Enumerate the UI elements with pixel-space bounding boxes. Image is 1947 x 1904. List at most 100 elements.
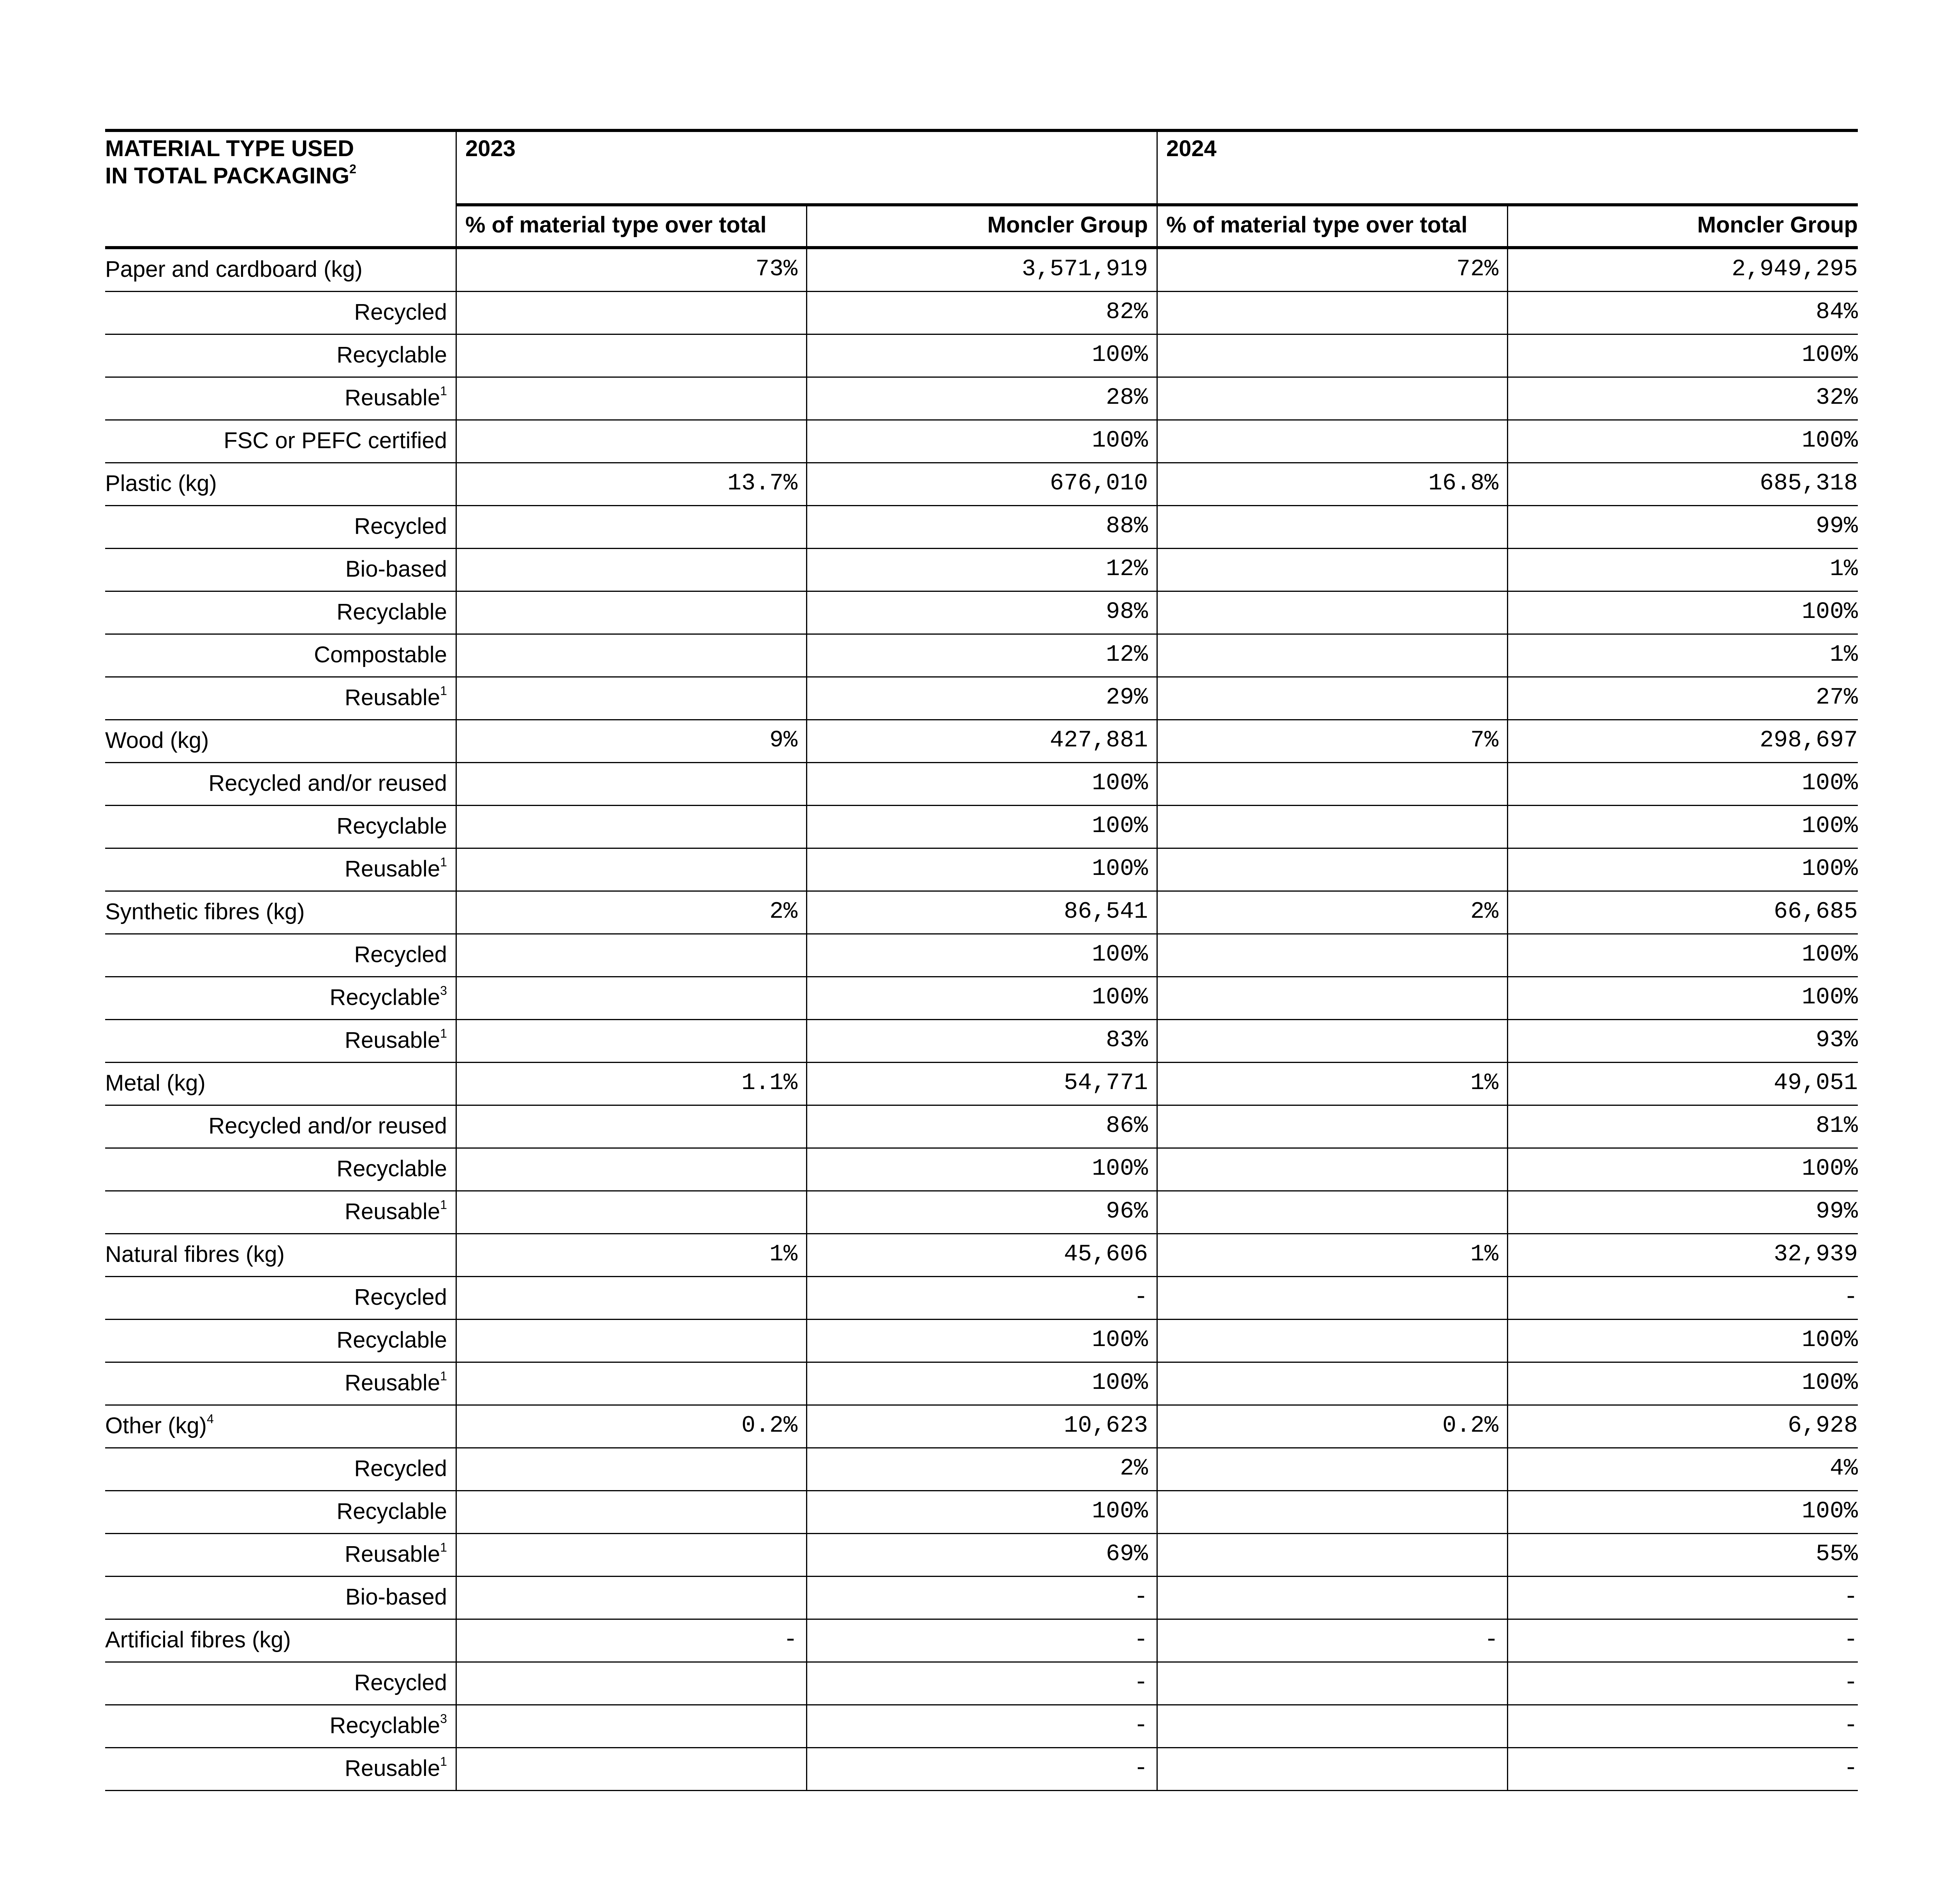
cell-group-2023: 28% (806, 378, 1157, 419)
cell-pct-2024: 72% (1157, 249, 1507, 291)
table-row-metric: Recycled and/or reused 86% 81% (105, 1106, 1858, 1149)
cell-pct-2024 (1157, 1577, 1507, 1619)
cell-group-2023: - (806, 1620, 1157, 1661)
row-label: Recyclable (105, 592, 456, 633)
table-row-metric: Reusable1 - - (105, 1748, 1858, 1791)
row-label-text: Recycled (354, 1285, 447, 1310)
row-label-text: Natural fibres (kg) (105, 1242, 285, 1267)
cell-group-2024: 32,939 (1507, 1234, 1858, 1276)
table-row-material: Paper and cardboard (kg) 73% 3,571,919 72% 2… (105, 249, 1858, 292)
row-label-text: Reusable (345, 1028, 440, 1053)
cell-pct-2024 (1157, 378, 1507, 419)
cell-pct-2023: 0.2% (456, 1406, 806, 1447)
table-row-metric: Reusable1 28% 32% (105, 378, 1858, 421)
row-label-text: Reusable (345, 856, 440, 882)
footnote-marker: 1 (440, 1197, 447, 1212)
table-row-metric: Bio-based 12% 1% (105, 549, 1858, 592)
row-label-text: Plastic (kg) (105, 471, 217, 496)
cell-pct-2024 (1157, 1320, 1507, 1362)
table-row-metric: Reusable1 96% 99% (105, 1191, 1858, 1234)
cell-group-2023: 88% (806, 506, 1157, 548)
row-label-text: Synthetic fibres (kg) (105, 899, 305, 924)
table-row-metric: Recyclable 100% 100% (105, 1491, 1858, 1534)
row-label: Bio-based (105, 549, 456, 591)
cell-pct-2023 (456, 1277, 806, 1319)
cell-pct-2024 (1157, 292, 1507, 334)
table-row-metric: Recyclable 100% 100% (105, 335, 1858, 378)
row-label: Paper and cardboard (kg) (105, 249, 456, 291)
cell-pct-2023 (456, 1020, 806, 1062)
table-row-material: Plastic (kg) 13.7% 676,010 16.8% 685,318 (105, 463, 1858, 506)
cell-pct-2024 (1157, 1191, 1507, 1233)
cell-pct-2023: 73% (456, 249, 806, 291)
row-label-text: Paper and cardboard (kg) (105, 257, 363, 282)
row-label-text: Recyclable (329, 1713, 440, 1738)
cell-pct-2023 (456, 1191, 806, 1233)
row-label-text: Recycled (354, 942, 447, 967)
row-label-text: Recyclable (336, 813, 447, 839)
cell-pct-2023: 1.1% (456, 1063, 806, 1105)
row-label: Recycled (105, 1448, 456, 1490)
row-label-text: Bio-based (345, 556, 447, 582)
table-row-metric: Recyclable3 100% 100% (105, 977, 1858, 1020)
table-row-metric: Recyclable 100% 100% (105, 1320, 1858, 1363)
cell-pct-2023 (456, 977, 806, 1019)
row-label-text: Recycled (354, 514, 447, 539)
cell-group-2023: - (806, 1277, 1157, 1319)
footnote-marker: 3 (440, 983, 447, 998)
cell-pct-2023 (456, 1448, 806, 1490)
cell-pct-2023: 13.7% (456, 463, 806, 505)
row-label-text: Wood (kg) (105, 728, 209, 753)
row-label: Recyclable (105, 1320, 456, 1362)
row-label-text: Recyclable (336, 342, 447, 368)
cell-pct-2023 (456, 335, 806, 377)
row-label: Recycled (105, 1663, 456, 1704)
table-body: Paper and cardboard (kg) 73% 3,571,919 72% 2… (105, 246, 1858, 1791)
table-row-metric: Bio-based - - (105, 1577, 1858, 1620)
cell-group-2023: 29% (806, 677, 1157, 719)
cell-pct-2023 (456, 421, 806, 462)
cell-pct-2024 (1157, 1106, 1507, 1147)
row-label-text: Metal (kg) (105, 1070, 206, 1096)
cell-pct-2023 (456, 806, 806, 848)
cell-pct-2024 (1157, 763, 1507, 805)
cell-group-2024: 2,949,295 (1507, 249, 1858, 291)
footnote-marker: 1 (440, 683, 447, 698)
row-label-text: Recycled (354, 299, 447, 325)
cell-group-2023: 45,606 (806, 1234, 1157, 1276)
cell-pct-2023 (456, 635, 806, 676)
cell-group-2023: 3,571,919 (806, 249, 1157, 291)
title-footnote: 2 (349, 162, 357, 176)
cell-group-2024: 100% (1507, 806, 1858, 848)
cell-group-2023: 100% (806, 1491, 1157, 1533)
row-label-text: Recyclable (336, 1156, 447, 1181)
cell-group-2023: 69% (806, 1534, 1157, 1576)
cell-pct-2023: - (456, 1620, 806, 1661)
row-label: Natural fibres (kg) (105, 1234, 456, 1276)
row-label: Recyclable (105, 806, 456, 848)
cell-pct-2023: 2% (456, 892, 806, 933)
cell-group-2023: 100% (806, 977, 1157, 1019)
row-label: Recyclable (105, 1149, 456, 1190)
row-label-text: Artificial fibres (kg) (105, 1627, 291, 1652)
cell-group-2024: 27% (1507, 677, 1858, 719)
cell-group-2023: 100% (806, 1149, 1157, 1190)
cell-group-2023: 676,010 (806, 463, 1157, 505)
cell-group-2024: 100% (1507, 335, 1858, 377)
footnote-marker: 1 (440, 1540, 447, 1554)
table-row-metric: Recycled 82% 84% (105, 292, 1858, 335)
cell-pct-2023 (456, 1149, 806, 1190)
footnote-marker: 1 (440, 1026, 447, 1040)
cell-pct-2024 (1157, 849, 1507, 890)
cell-pct-2023 (456, 1320, 806, 1362)
table-row-material: Other (kg)4 0.2% 10,623 0.2% 6,928 (105, 1406, 1858, 1448)
cell-pct-2023 (456, 677, 806, 719)
row-label: Recycled (105, 934, 456, 976)
cell-pct-2024 (1157, 934, 1507, 976)
cell-pct-2023 (456, 763, 806, 805)
row-label-text: FSC or PEFC certified (224, 428, 447, 453)
cell-pct-2023 (456, 506, 806, 548)
row-label: Bio-based (105, 1577, 456, 1619)
table-row-metric: Recycled - - (105, 1277, 1858, 1320)
cell-group-2024: - (1507, 1663, 1858, 1704)
